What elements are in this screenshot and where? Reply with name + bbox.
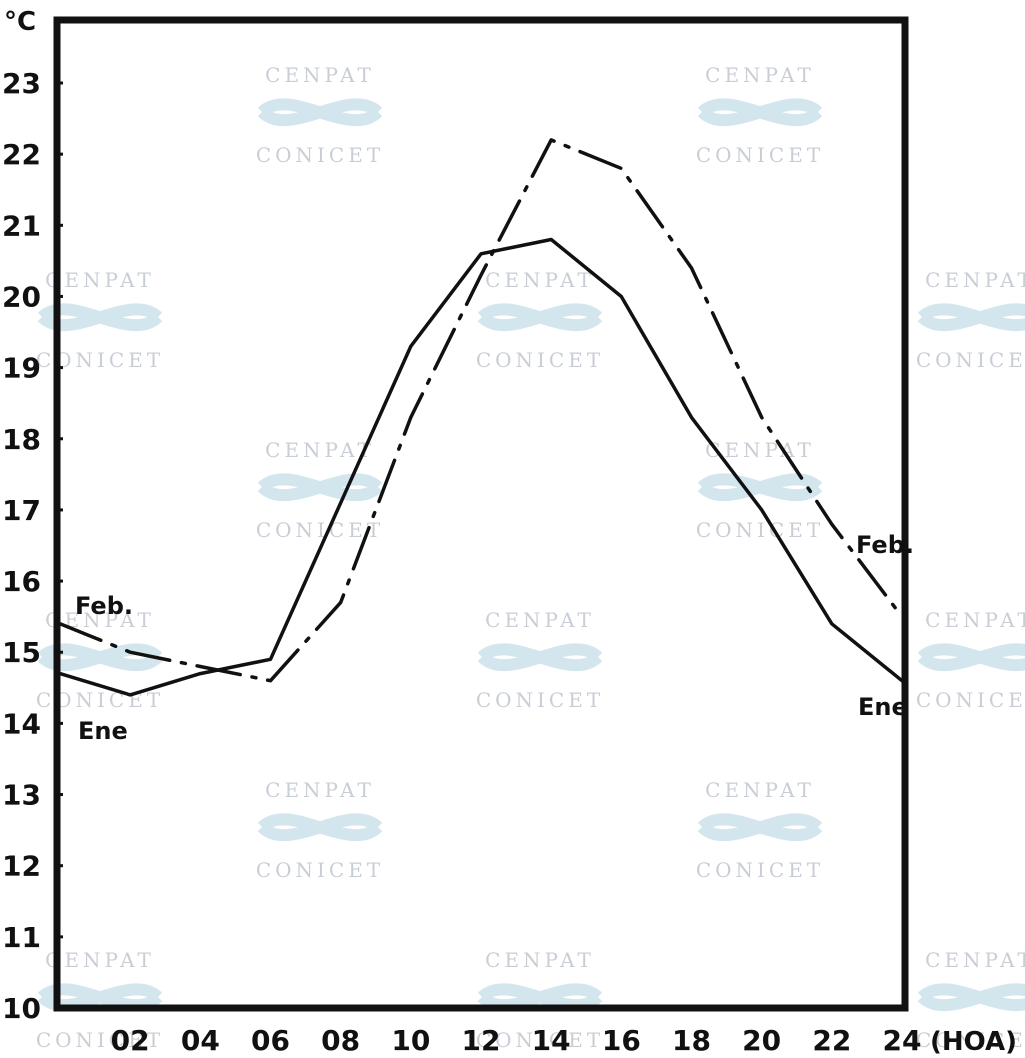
- y-tick-label: 14: [2, 707, 41, 740]
- y-axis-label: °C: [4, 7, 36, 37]
- y-tick-label: 16: [2, 565, 41, 598]
- y-axis: 10 11 12 13 14 15 16 17 18 19 20 21 22 23: [2, 67, 63, 1025]
- watermark-top-text: CENPAT: [925, 948, 1025, 972]
- x-axis-label: (HOA): [930, 1027, 1017, 1057]
- watermark-top-text: CENPAT: [925, 268, 1025, 292]
- watermark-top-text: CENPAT: [45, 268, 155, 292]
- watermark-top-text: CENPAT: [265, 438, 375, 462]
- y-tick-label: 12: [2, 850, 41, 883]
- watermark-bottom-text: CONICET: [256, 143, 384, 167]
- y-tick-label: 10: [2, 992, 41, 1025]
- watermark-tile: CENPAT CONICET: [476, 268, 604, 372]
- y-tick-label: 17: [2, 494, 41, 527]
- x-tick-label: 14: [532, 1024, 571, 1057]
- watermark-logo-icon: [917, 303, 1025, 332]
- watermark-top-text: CENPAT: [705, 63, 815, 87]
- series-line-feb: [58, 138, 904, 683]
- x-tick-label: 20: [742, 1024, 781, 1057]
- watermark-logo-icon: [37, 643, 163, 672]
- watermark-tile: CENPAT CONICET: [256, 63, 384, 167]
- watermark-logo-icon: [477, 983, 603, 1012]
- x-tick-label: 22: [812, 1024, 851, 1057]
- watermark-top-text: CENPAT: [265, 778, 375, 802]
- y-tick-label: 18: [2, 423, 41, 456]
- series-layer: [58, 138, 904, 697]
- watermark-layer: CENPAT CONICET CENPAT CONICET CENPAT CONICET C…: [36, 63, 1025, 1052]
- watermark-tile: CENPAT CONICET: [256, 438, 384, 542]
- plot-frame: [53, 16, 909, 1012]
- x-tick-label: 04: [181, 1024, 220, 1057]
- watermark-logo-icon: [697, 813, 823, 842]
- y-tick-label: 19: [2, 352, 41, 385]
- watermark-logo-icon: [477, 303, 603, 332]
- watermark-top-text: CENPAT: [925, 608, 1025, 632]
- watermark-top-text: CENPAT: [45, 948, 155, 972]
- watermark-logo-icon: [477, 643, 603, 672]
- watermark-tile: CENPAT CONICET: [916, 268, 1025, 372]
- watermark-top-text: CENPAT: [485, 268, 595, 292]
- series-label-feb-left: Feb.: [75, 592, 133, 620]
- watermark-tile: CENPAT CONICET: [476, 608, 604, 712]
- watermark-bottom-text: CONICET: [696, 143, 824, 167]
- y-tick-label: 11: [2, 921, 41, 954]
- series-line-ene: [58, 237, 904, 697]
- x-tick-label: 02: [111, 1024, 150, 1057]
- watermark-logo-icon: [917, 983, 1025, 1012]
- watermark-logo-icon: [257, 813, 383, 842]
- watermark-top-text: CENPAT: [705, 778, 815, 802]
- watermark-logo-icon: [697, 98, 823, 127]
- watermark-bottom-text: CONICET: [256, 858, 384, 882]
- watermark-tile: CENPAT CONICET: [256, 778, 384, 882]
- watermark-top-text: CENPAT: [485, 608, 595, 632]
- x-tick-label: 10: [391, 1024, 430, 1057]
- watermark-top-text: CENPAT: [45, 608, 155, 632]
- y-tick-label: 15: [2, 636, 41, 669]
- watermark-bottom-text: CONICET: [476, 688, 604, 712]
- watermark-tile: CENPAT CONICET: [916, 608, 1025, 712]
- x-tick-label: 24: [883, 1024, 922, 1057]
- watermark-bottom-text: CONICET: [916, 348, 1025, 372]
- series-label-ene-left: Ene: [78, 717, 128, 745]
- watermark-bottom-text: CONICET: [476, 1028, 604, 1052]
- watermark-tile: CENPAT CONICET: [36, 948, 164, 1052]
- watermark-top-text: CENPAT: [485, 948, 595, 972]
- y-tick-label: 23: [2, 67, 41, 100]
- x-tick-label: 18: [672, 1024, 711, 1057]
- watermark-logo-icon: [917, 643, 1025, 672]
- watermark-bottom-text: CONICET: [696, 858, 824, 882]
- series-label-ene-right: Ene: [858, 693, 908, 721]
- watermark-bottom-text: CONICET: [476, 348, 604, 372]
- watermark-bottom-text: CONICET: [916, 688, 1025, 712]
- series-label-feb-right: Feb.: [856, 531, 914, 559]
- watermark-bottom-text: CONICET: [696, 518, 824, 542]
- watermark-logo-icon: [257, 473, 383, 502]
- x-axis: 02 04 06 08 10 12 14 16 18 20 22 24: [111, 1024, 922, 1057]
- watermark-logo-icon: [37, 303, 163, 332]
- y-tick-label: 22: [2, 138, 41, 171]
- y-tick-label: 13: [2, 779, 41, 812]
- x-tick-label: 06: [251, 1024, 290, 1057]
- watermark-bottom-text: CONICET: [36, 1028, 164, 1052]
- watermark-tile: CENPAT CONICET: [476, 948, 604, 1052]
- y-tick-label: 20: [2, 280, 41, 313]
- watermark-logo-icon: [697, 473, 823, 502]
- watermark-tile: CENPAT CONICET: [696, 63, 824, 167]
- x-tick-label: 12: [462, 1024, 501, 1057]
- watermark-tile: CENPAT CONICET: [696, 778, 824, 882]
- watermark-logo-icon: [257, 98, 383, 127]
- watermark-bottom-text: CONICET: [256, 518, 384, 542]
- watermark-top-text: CENPAT: [265, 63, 375, 87]
- x-tick-label: 16: [602, 1024, 641, 1057]
- watermark-tile: CENPAT CONICET: [916, 948, 1025, 1052]
- x-tick-label: 08: [321, 1024, 360, 1057]
- watermark-bottom-text: CONICET: [916, 1028, 1025, 1052]
- y-tick-label: 21: [2, 209, 41, 242]
- watermark-logo-icon: [37, 983, 163, 1012]
